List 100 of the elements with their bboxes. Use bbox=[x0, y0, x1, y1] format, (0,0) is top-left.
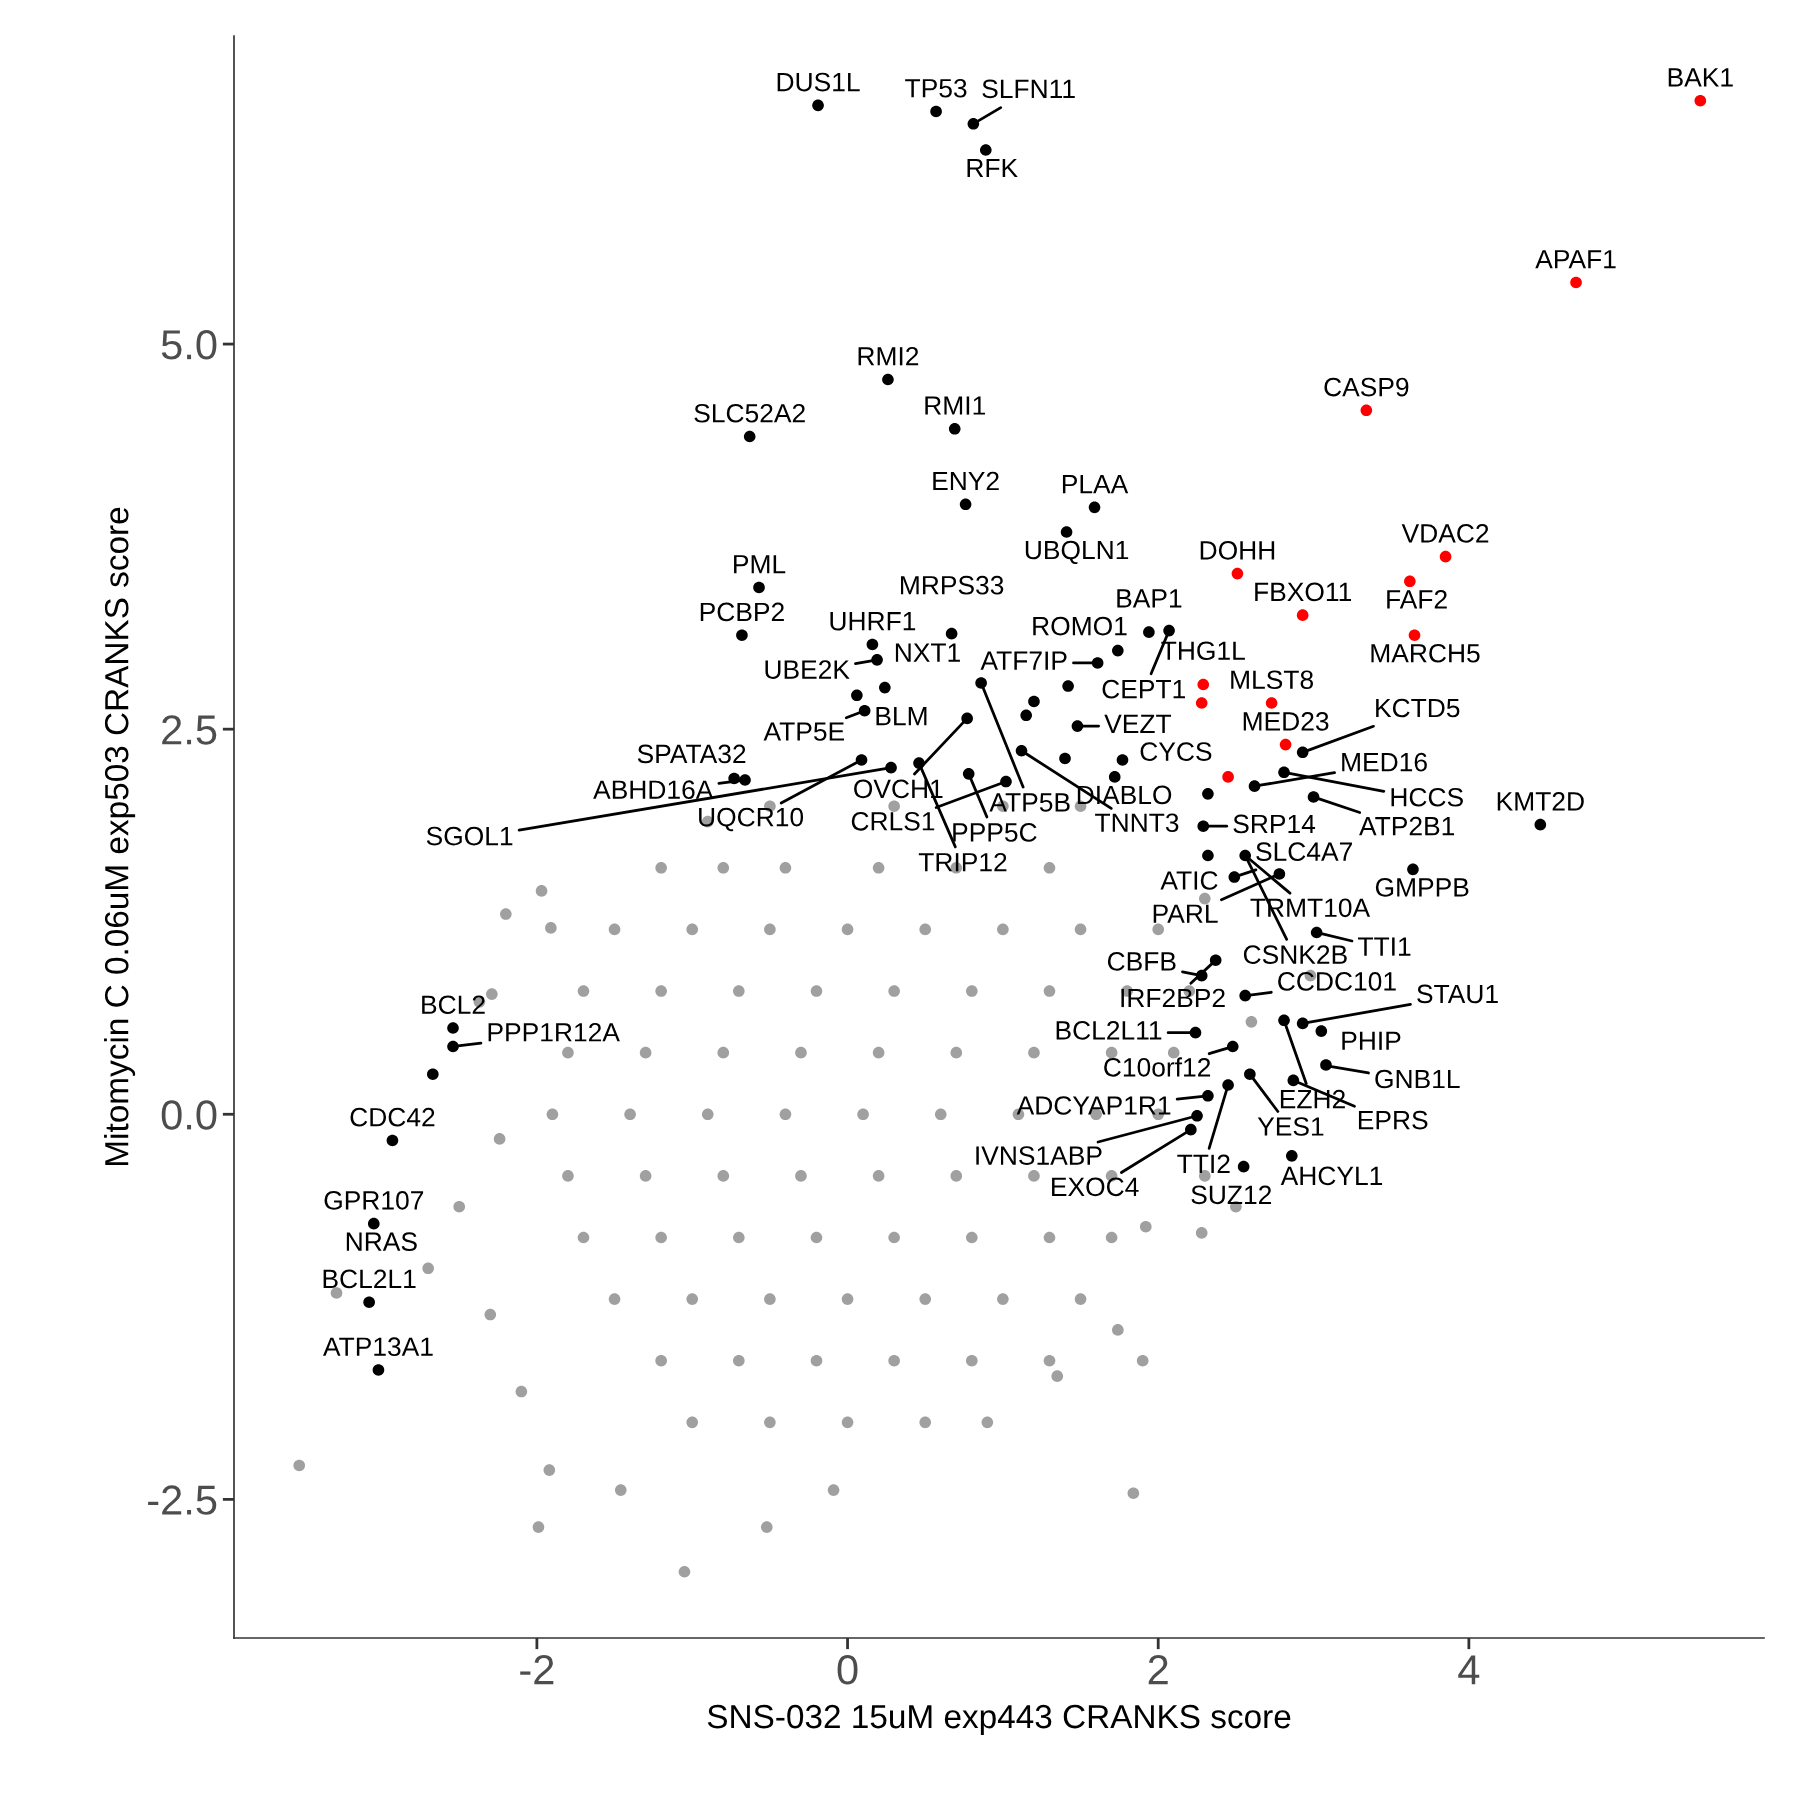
annotation: TNNT3 bbox=[1095, 813, 1179, 833]
annotation: ENY2 bbox=[933, 471, 999, 491]
annotation: BAP1 bbox=[1117, 589, 1182, 608]
point bbox=[1265, 697, 1278, 709]
annotation: PHIP bbox=[1342, 1031, 1401, 1050]
annotation: KMT2D bbox=[1497, 792, 1584, 811]
annotation: SLC4A7 bbox=[1256, 842, 1352, 862]
annotation: ATF7IP bbox=[980, 651, 1067, 670]
annotation: AHCYL1 bbox=[1280, 1166, 1383, 1186]
annotation: C10orf12 bbox=[1104, 1057, 1211, 1077]
annotation: UBQLN1 bbox=[1025, 540, 1129, 565]
point bbox=[1408, 629, 1421, 642]
x-tick-label: -2 bbox=[520, 1655, 554, 1685]
point bbox=[1360, 404, 1373, 417]
annotation: FAF2 bbox=[1387, 589, 1447, 609]
annotation: ADCYAP1R1 bbox=[1016, 1096, 1171, 1115]
point bbox=[1195, 697, 1208, 709]
annotation: BCL2L11 bbox=[1056, 1021, 1162, 1040]
annotation: MED16 bbox=[1342, 752, 1427, 772]
y-tick-label: 5.0 bbox=[161, 330, 217, 360]
annotation: THG1L bbox=[1161, 641, 1245, 661]
annotation: APAF1 bbox=[1535, 250, 1616, 269]
annotation: KCTD5 bbox=[1376, 698, 1460, 718]
x-tick-label: 0 bbox=[837, 1655, 858, 1685]
point bbox=[1279, 738, 1292, 751]
annotation: VEZT bbox=[1104, 714, 1172, 733]
annotation: EPRS bbox=[1358, 1110, 1428, 1130]
annotation: UHRF1 bbox=[830, 612, 916, 631]
annotation: ATIC bbox=[1160, 871, 1218, 890]
annotation: GMPPB bbox=[1375, 878, 1469, 897]
annotation: GPR107 bbox=[324, 1191, 424, 1210]
annotation: BCL2L1 bbox=[323, 1269, 416, 1289]
annotation: ATP2B1 bbox=[1359, 816, 1455, 836]
annotation: UQCR10 bbox=[699, 807, 804, 832]
annotation: RMI2 bbox=[858, 346, 919, 366]
annotation: TRIP12 bbox=[918, 852, 1007, 872]
annotation: YES1 bbox=[1257, 1117, 1324, 1136]
annotation: MLST8 bbox=[1231, 670, 1313, 690]
annotation: PPP5C bbox=[953, 823, 1037, 842]
annotation: PARL bbox=[1153, 904, 1218, 923]
y-axis-title: Mitomycin C 0.06uM exp503 CRANKS score bbox=[104, 507, 136, 1165]
annotation: VDAC2 bbox=[1401, 524, 1489, 543]
annotation: NRAS bbox=[346, 1232, 417, 1251]
annotation: CASP9 bbox=[1324, 377, 1409, 397]
annotation: UBE2K bbox=[765, 660, 850, 679]
annotation: SUZ12 bbox=[1191, 1185, 1272, 1205]
point bbox=[1694, 94, 1707, 107]
annotation: BLM bbox=[876, 707, 927, 726]
annotation: TTI2 bbox=[1177, 1154, 1230, 1173]
annotation: ROMO1 bbox=[1033, 616, 1127, 636]
annotation: MARCH5 bbox=[1371, 643, 1480, 663]
annotation: CCDC101 bbox=[1278, 972, 1396, 991]
point bbox=[1231, 567, 1244, 580]
annotation: HCCS bbox=[1391, 787, 1463, 807]
annotation: ABHD16A bbox=[593, 780, 714, 800]
annotation: IVNS1ABP bbox=[976, 1146, 1102, 1165]
annotation: PLAA bbox=[1062, 475, 1129, 494]
annotation: MRPS33 bbox=[900, 575, 1004, 595]
annotation: SRP14 bbox=[1233, 814, 1316, 834]
annotation: DOHH bbox=[1200, 540, 1275, 560]
annotation: CRLS1 bbox=[851, 811, 935, 831]
annotation: MED23 bbox=[1243, 711, 1329, 731]
annotation: SLFN11 bbox=[982, 79, 1075, 99]
annotation: SGOL1 bbox=[426, 826, 513, 846]
x-axis-title: SNS-032 15uM exp443 CRANKS score bbox=[707, 1704, 1291, 1735]
annotation: SPATA32 bbox=[637, 744, 746, 764]
annotation: DUS1L bbox=[777, 72, 860, 92]
annotation: RMI1 bbox=[925, 396, 985, 415]
annotation: CEPT1 bbox=[1102, 679, 1185, 699]
annotation: BCL2 bbox=[422, 995, 485, 1015]
point bbox=[1439, 550, 1452, 563]
annotation: ATP5B bbox=[989, 793, 1070, 812]
annotation: CSNK2B bbox=[1243, 945, 1347, 964]
annotation: CDC42 bbox=[350, 1107, 435, 1127]
annotation: CYCS bbox=[1140, 742, 1212, 761]
y-tick-label: -2.5 bbox=[148, 1485, 217, 1515]
annotation: IRF2BP2 bbox=[1121, 988, 1225, 1008]
annotation: TTI1 bbox=[1358, 937, 1411, 956]
y-tick-label: 0.0 bbox=[161, 1100, 217, 1130]
annotation: TP53 bbox=[905, 78, 967, 98]
annotation: GNB1L bbox=[1375, 1069, 1460, 1089]
annotation: PPP1R12A bbox=[488, 1022, 620, 1042]
x-tick-label: 4 bbox=[1458, 1655, 1480, 1685]
annotation: SLC52A2 bbox=[694, 403, 805, 423]
point bbox=[1222, 771, 1234, 783]
y-tick-label: 2.5 bbox=[162, 715, 217, 745]
point bbox=[1296, 609, 1309, 621]
annotation: BAK1 bbox=[1668, 68, 1733, 87]
point bbox=[1570, 276, 1582, 289]
annotation: RFK bbox=[967, 158, 1018, 178]
annotation: EZH2 bbox=[1280, 1089, 1345, 1109]
annotation: CBFB bbox=[1107, 952, 1176, 971]
annotation: PCBP2 bbox=[700, 602, 784, 622]
point bbox=[1404, 575, 1416, 588]
annotation: FBXO11 bbox=[1255, 582, 1352, 602]
annotation: ATP5E bbox=[763, 722, 845, 741]
point bbox=[1197, 678, 1210, 691]
annotation: NXT1 bbox=[895, 643, 960, 662]
annotation: PML bbox=[734, 555, 786, 574]
x-tick-label: 2 bbox=[1148, 1655, 1168, 1685]
